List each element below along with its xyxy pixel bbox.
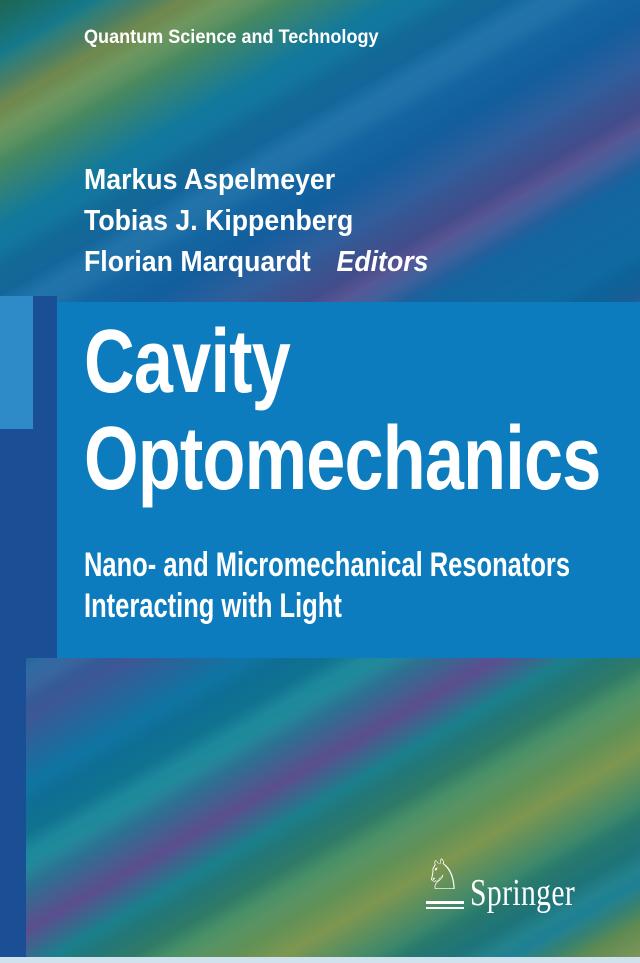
author-editors-line: Florian Marquardt Editors xyxy=(84,242,428,283)
author-name: Florian Marquardt xyxy=(84,246,311,278)
left-navy-bar xyxy=(0,658,26,963)
left-blue-tab xyxy=(0,296,33,429)
title-line: Optomechanics xyxy=(84,409,601,509)
knight-underline-thick xyxy=(426,901,464,904)
author-name: Tobias J. Kippenberg xyxy=(84,205,354,237)
publisher-logo: ♘ Springer xyxy=(424,850,594,915)
authors-block: Markus Aspelmeyer Tobias J. Kippenberg F… xyxy=(84,160,428,283)
knight-underline-thin xyxy=(426,907,464,909)
title-line: Cavity xyxy=(84,312,291,412)
book-subtitle: Nano- and Micromechanical Resonators Int… xyxy=(84,545,570,627)
springer-knight-horse-icon: ♘ xyxy=(424,850,462,899)
author-name: Markus Aspelmeyer xyxy=(84,164,336,196)
subtitle-line: Interacting with Light xyxy=(84,587,342,625)
subtitle-line: Nano- and Micromechanical Resonators xyxy=(84,546,571,584)
editors-label: Editors xyxy=(336,246,429,278)
bottom-edge-strip xyxy=(0,957,640,963)
book-title: Cavity Optomechanics xyxy=(84,314,601,508)
series-label: Quantum Science and Technology xyxy=(84,27,379,48)
title-panel xyxy=(57,302,640,658)
publisher-name: Springer xyxy=(470,872,576,914)
